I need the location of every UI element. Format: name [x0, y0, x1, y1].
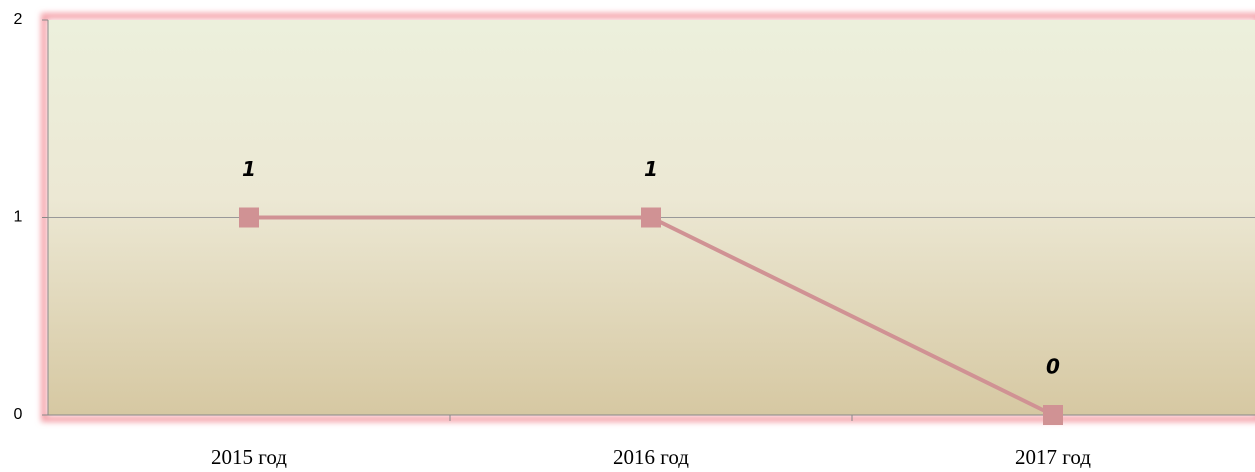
data-label: 0 [1046, 355, 1060, 379]
point-marker [1043, 405, 1063, 425]
point-marker [641, 207, 661, 228]
point-marker [239, 207, 259, 228]
y-tick-label: 1 [14, 209, 23, 226]
x-tick-label: 2016 год [613, 445, 689, 469]
data-label: 1 [644, 157, 658, 181]
y-tick-label: 0 [14, 406, 23, 423]
data-label: 1 [242, 157, 256, 181]
x-tick-label: 2015 год [211, 445, 287, 469]
y-tick-label: 2 [14, 11, 23, 28]
x-tick-label: 2017 год [1015, 445, 1091, 469]
